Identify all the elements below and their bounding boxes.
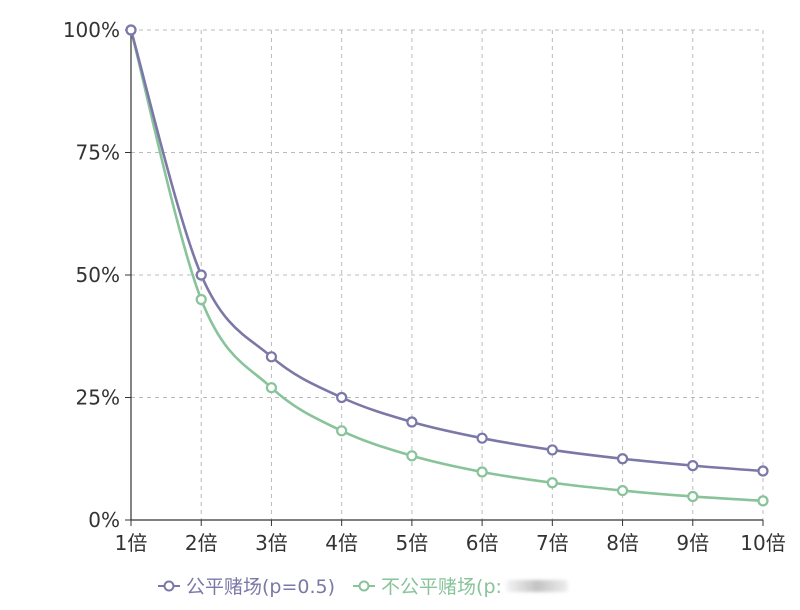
legend: 公平赌场(p=0.5) 不公平赌场(p: (158, 572, 586, 599)
x-tick-label: 9倍 (676, 531, 709, 555)
grid (131, 29, 764, 520)
x-tick-label: 1倍 (115, 531, 148, 555)
data-point-unfair (546, 477, 558, 489)
data-point-fair (125, 24, 137, 36)
axes (125, 28, 764, 526)
data-point-fair (616, 453, 629, 465)
data-point-unfair (687, 490, 699, 503)
data-point-fair (546, 444, 558, 456)
data-point-fair (195, 269, 207, 281)
watermark-blur (505, 579, 568, 592)
legend-marker-fair-icon (158, 580, 180, 591)
data-point-fair (336, 391, 348, 404)
x-tick-label: 2倍 (185, 531, 218, 555)
legend-item-unfair[interactable]: 不公平赌场(p: (353, 572, 568, 599)
x-tick-label: 5倍 (396, 531, 429, 555)
legend-item-fair[interactable]: 公平赌场(p=0.5) (158, 572, 335, 599)
x-tick-label: 6倍 (466, 531, 499, 555)
y-tick-label: 25% (76, 386, 120, 410)
data-point-unfair (406, 450, 418, 462)
x-tick-label: 3倍 (255, 531, 288, 555)
x-tick-label: 10倍 (740, 531, 785, 555)
data-point-fair (476, 432, 488, 444)
legend-label-unfair: 不公平赌场(p: (381, 576, 502, 598)
y-tick-label: 75% (76, 141, 120, 165)
y-tick-label: 0% (88, 508, 120, 532)
x-tick-label: 7倍 (536, 531, 569, 555)
data-point-fair (687, 460, 699, 472)
data-point-fair (406, 416, 418, 428)
data-point-unfair (476, 466, 488, 478)
y-tick-label: 50% (76, 263, 120, 287)
x-tick-label: 8倍 (606, 531, 639, 555)
series-line-fair (129, 29, 764, 473)
data-point-unfair (616, 485, 629, 497)
legend-label-fair: 公平赌场(p=0.5) (186, 576, 336, 598)
tick-labels: 0% 25% 50% 75% 100% 1倍 2倍 3倍 4倍 5倍 6倍 7倍 8倍 9倍 10倍 (63, 18, 786, 555)
series-lines (129, 29, 764, 503)
x-tick-label: 4倍 (325, 531, 358, 555)
line-chart: 0% 25% 50% 75% 100% 1倍 2倍 3倍 4倍 5倍 6倍 7倍 8倍 9倍 10倍 (63, 18, 786, 555)
series-points (125, 24, 769, 507)
data-point-unfair (757, 495, 769, 507)
y-tick-label: 100% (63, 18, 120, 42)
data-point-fair (265, 351, 278, 363)
data-point-fair (757, 465, 769, 477)
legend-marker-unfair-icon (353, 580, 376, 591)
data-point-unfair (336, 425, 348, 437)
data-point-unfair (265, 382, 278, 394)
data-point-unfair (195, 293, 207, 306)
